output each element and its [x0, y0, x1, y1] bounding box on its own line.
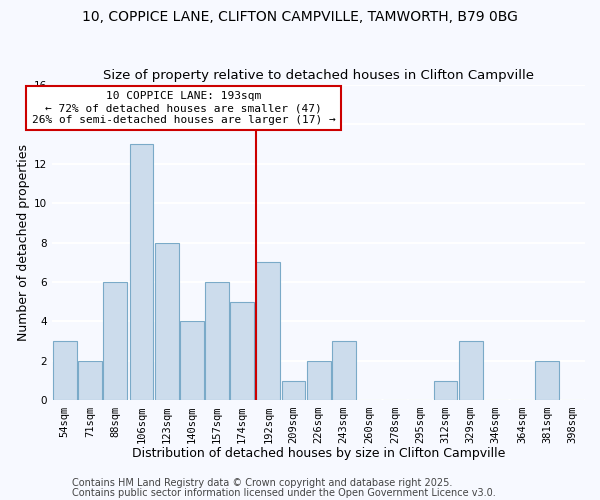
- Bar: [130, 144, 154, 401]
- Bar: [332, 341, 356, 400]
- Bar: [458, 341, 482, 400]
- Bar: [53, 341, 77, 400]
- Bar: [155, 242, 179, 400]
- Title: Size of property relative to detached houses in Clifton Campville: Size of property relative to detached ho…: [103, 69, 534, 82]
- X-axis label: Distribution of detached houses by size in Clifton Campville: Distribution of detached houses by size …: [132, 447, 505, 460]
- Bar: [535, 361, 559, 401]
- Bar: [205, 282, 229, 401]
- Text: Contains public sector information licensed under the Open Government Licence v3: Contains public sector information licen…: [72, 488, 496, 498]
- Bar: [256, 262, 280, 400]
- Bar: [230, 302, 254, 400]
- Text: 10, COPPICE LANE, CLIFTON CAMPVILLE, TAMWORTH, B79 0BG: 10, COPPICE LANE, CLIFTON CAMPVILLE, TAM…: [82, 10, 518, 24]
- Text: 10 COPPICE LANE: 193sqm
← 72% of detached houses are smaller (47)
26% of semi-de: 10 COPPICE LANE: 193sqm ← 72% of detache…: [32, 92, 335, 124]
- Bar: [103, 282, 127, 401]
- Y-axis label: Number of detached properties: Number of detached properties: [17, 144, 30, 341]
- Bar: [434, 380, 457, 400]
- Bar: [307, 361, 331, 401]
- Text: Contains HM Land Registry data © Crown copyright and database right 2025.: Contains HM Land Registry data © Crown c…: [72, 478, 452, 488]
- Bar: [281, 380, 305, 400]
- Bar: [180, 322, 203, 400]
- Bar: [78, 361, 102, 401]
